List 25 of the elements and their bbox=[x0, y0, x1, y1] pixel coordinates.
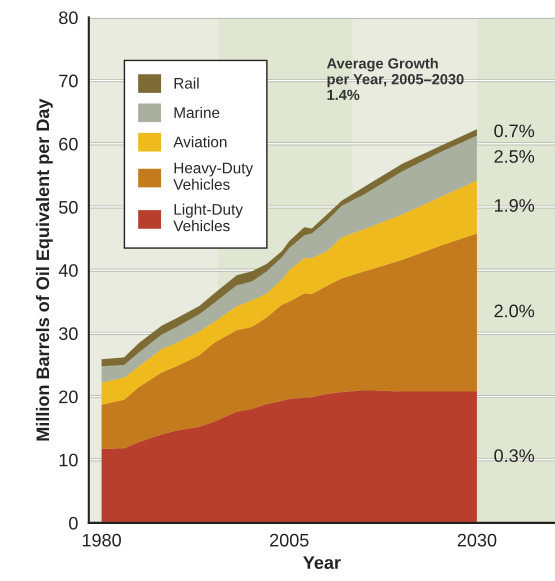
y-tick-label: 50 bbox=[59, 200, 78, 214]
y-tick-label: 60 bbox=[59, 138, 78, 151]
x-tick-label: 2005 bbox=[270, 534, 309, 547]
legend-label: Light-Duty Vehicles bbox=[173, 204, 243, 232]
annotation: 0.7% bbox=[494, 124, 534, 138]
annotation: 0.3% bbox=[494, 449, 534, 462]
y-axis-title: Million Barrels of Oil Equivalent per Day bbox=[36, 98, 53, 441]
x-tick-label: 2030 bbox=[458, 534, 496, 547]
y-tick-label: 80 bbox=[59, 11, 78, 24]
y-tick-label: 10 bbox=[60, 454, 78, 466]
y-tick-label: 70 bbox=[59, 74, 78, 88]
annotation: 1.9% bbox=[494, 199, 534, 212]
legend-label: Aviation bbox=[173, 136, 226, 148]
legend-label: Heavy-Duty Vehicles bbox=[173, 162, 254, 190]
legend-label: Marine bbox=[174, 106, 220, 118]
x-tick-label: 1980 bbox=[82, 534, 121, 547]
x-axis-title: Year bbox=[303, 556, 341, 569]
y-tick-label: 20 bbox=[59, 390, 78, 404]
annotation: Average Growth per Year, 2005–2030 1.4% bbox=[326, 58, 464, 100]
y-tick-label: 30 bbox=[58, 327, 78, 340]
y-tick-label: 0 bbox=[69, 516, 78, 530]
annotation: 2.0% bbox=[494, 304, 534, 318]
legend-label: Rail bbox=[174, 77, 199, 89]
y-tick-label: 40 bbox=[58, 264, 78, 277]
annotation: 2.5% bbox=[494, 150, 534, 163]
